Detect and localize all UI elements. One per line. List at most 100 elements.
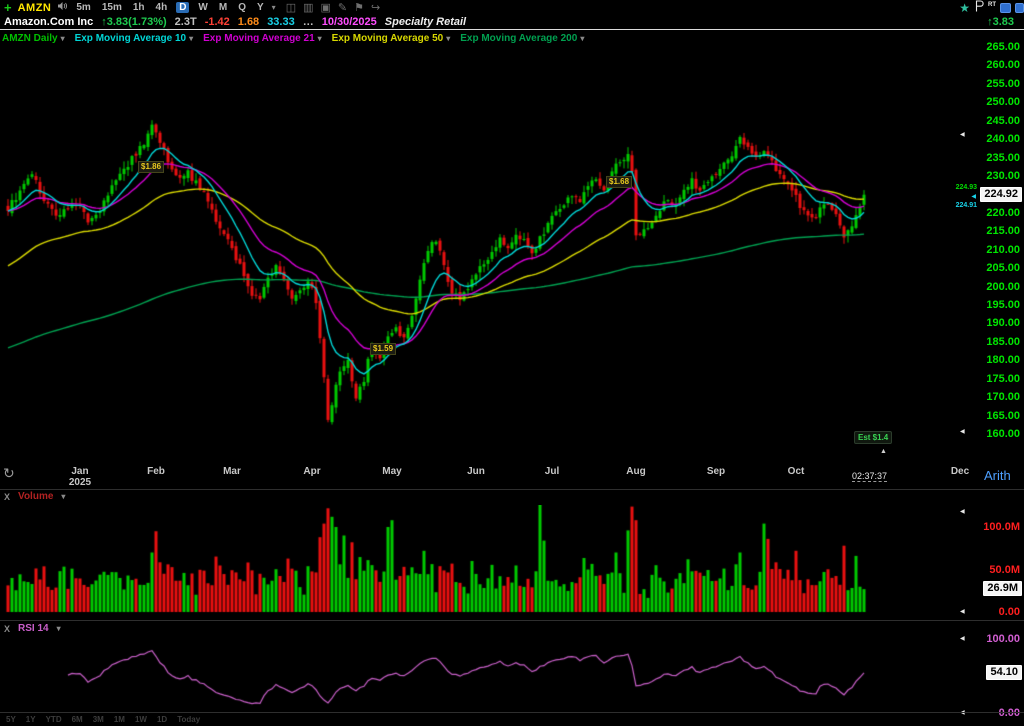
legend-caret-icon[interactable]: ▾ [446,33,451,43]
volume-caret-icon[interactable]: ▾ [61,492,66,501]
panel-divider-2[interactable] [0,620,1024,621]
ellipsis[interactable]: … [302,15,314,28]
volume-label[interactable]: Volume [18,491,54,502]
price-tick: 200.00 [986,280,1020,293]
earnings-eps-label: $1.86 [138,160,165,173]
volume-chart-canvas[interactable] [0,505,958,615]
chart-type-icon[interactable]: ◫ [285,2,297,14]
rsi-axis-tick: 100.00 [986,633,1020,645]
month-label-Dec: Dec [950,466,970,477]
timeframe-15m[interactable]: 15m [101,2,122,13]
share-icon[interactable]: ↪ [371,2,381,14]
price-tick: 245.00 [986,114,1020,127]
timeframe-Q[interactable]: Q [238,2,246,13]
rsi-axis-current-box: 54.10 [986,664,1022,680]
range-shortcut-6M[interactable]: 6M [71,715,83,724]
flag-icon[interactable]: ⚑ [354,2,364,14]
refresh-icon[interactable]: ↻ [3,465,15,481]
month-label-Jan: Jan 2025 [68,466,92,488]
earnings-date: 10/30/2025 [321,15,377,28]
volume-close-button[interactable]: X [4,491,11,502]
axis-high-low-marker-icon: ◀ [960,132,965,139]
add-symbol-icon[interactable]: + [4,0,12,15]
volume-axis[interactable]: 100.0M 50.0M 0.00 ◀ ◀ 26.9M [958,0,1024,726]
legend-item-3[interactable]: Exp Moving Average 50 ▾ [332,33,451,44]
range-shortcut-YTD[interactable]: YTD [45,715,62,724]
price-chart-canvas[interactable] [0,46,958,463]
range-shortcut-5Y[interactable]: 5Y [6,715,16,724]
price-axis[interactable]: 265.00 260.00 255.00 250.00 245.00 240.00 235.… [956,41,1024,463]
price-tick: 230.00 [986,170,1020,182]
volume-panel-header: X Volume ▾ [4,491,65,502]
change-value: ↑3.83(1.73%) [101,15,167,28]
timeframe-5m[interactable]: 5m [76,2,91,13]
price-tick: 160.00 [986,428,1020,441]
stream-window-icon[interactable] [1000,2,1011,13]
vol-axis-tick: 100.0M [983,521,1020,533]
top-toolbar: + AMZN 5m 15m 1h 4h D W M Q Y ▾ ◫ ▥ ▣ ✎ ⚑ ↪ ★ RT [0,0,1024,15]
timeframe-W[interactable]: W [198,2,208,13]
scale-mode-label[interactable]: Arith [984,468,1011,483]
range-shortcut-1W[interactable]: 1W [134,715,147,724]
earnings-eps-label: $1.68 [606,176,633,189]
rsi-axis[interactable]: 100.00 0.00 ◀ ◀ 54.10 [958,0,1024,726]
range-shortcut-3M[interactable]: 3M [92,715,104,724]
panel-divider-3 [0,712,1024,713]
legend-caret-icon[interactable]: ▾ [317,33,322,43]
date-axis[interactable]: ↻ Jan 2025 Feb Mar Apr May Jun Jul Aug Sep Oct Dec [0,463,1024,489]
range-shortcut-1D[interactable]: 1D [156,715,168,724]
legend-caret-icon[interactable]: ▾ [60,33,65,43]
speaker-icon[interactable] [57,1,68,14]
price-tick: 175.00 [986,372,1020,385]
month-label-Oct: Oct [787,466,805,477]
company-name: Amazon.Com Inc [4,15,94,28]
symbol-label[interactable]: AMZN [17,1,52,14]
realtime-label: RT [988,1,996,8]
stat-red: -1.42 [204,15,230,28]
panel-divider[interactable] [0,489,1024,490]
draw-pencil-icon[interactable]: ✎ [337,2,348,14]
month-label-Sep: Sep [706,466,726,477]
rsi-close-button[interactable]: X [4,623,11,634]
timeframe-caret-icon[interactable]: ▾ [271,3,276,12]
month-label-Aug: Aug [626,466,646,477]
legend-item-1[interactable]: Exp Moving Average 10 ▾ [75,33,194,44]
month-label-Jul: Jul [544,466,560,477]
month-label-May: May [382,466,402,477]
rsi-caret-icon[interactable]: ▾ [56,624,61,633]
favorite-star-icon[interactable]: ★ [959,0,970,15]
price-tick: 210.00 [986,243,1020,256]
rsi-label[interactable]: RSI 14 [18,623,49,634]
range-shortcut-Today[interactable]: Today [177,715,201,724]
legend-label: Exp Moving Average 10 [74,32,187,44]
indicator-columns-icon[interactable]: ▥ [303,2,314,14]
range-shortcut-1Y[interactable]: 1Y [25,715,36,724]
timeframe-M[interactable]: M [218,2,228,13]
timeframe-selector: 5m 15m 1h 4h D W M Q Y [74,2,265,13]
rsi-axis-tick: 0.00 [998,707,1020,719]
price-tick: 195.00 [986,299,1020,312]
market-cap: 2.3T [174,15,197,28]
legend-item-4[interactable]: Exp Moving Average 200 ▾ [460,33,584,44]
legend-caret-icon[interactable]: ▾ [189,33,194,43]
price-tick: 255.00 [986,77,1020,90]
pennant-icon[interactable] [974,0,984,15]
timeframe-1h[interactable]: 1h [132,2,145,13]
legend-caret-icon[interactable]: ▾ [580,33,585,43]
price-tick: 215.00 [986,225,1020,238]
vol-axis-tick: 50.0M [989,563,1020,576]
price-tick: 265.00 [986,41,1020,53]
layout-icon[interactable]: ▣ [320,2,331,14]
rsi-chart-canvas[interactable] [0,636,958,716]
legend-item-0[interactable]: AMZN Daily ▾ [2,33,65,44]
rsi-panel-header: X RSI 14 ▾ [4,623,61,634]
price-tick: 260.00 [986,59,1020,72]
info-separator [0,29,1024,30]
timeframe-4h[interactable]: 4h [155,2,168,13]
price-tick: 180.00 [986,354,1020,367]
range-shortcut-1M[interactable]: 1M [113,715,125,724]
vol-axis-current-box: 26.9M [983,581,1022,597]
timeframe-Y[interactable]: Y [257,2,264,13]
legend-item-2[interactable]: Exp Moving Average 21 ▾ [203,33,322,44]
timeframe-D[interactable]: D [176,2,190,13]
